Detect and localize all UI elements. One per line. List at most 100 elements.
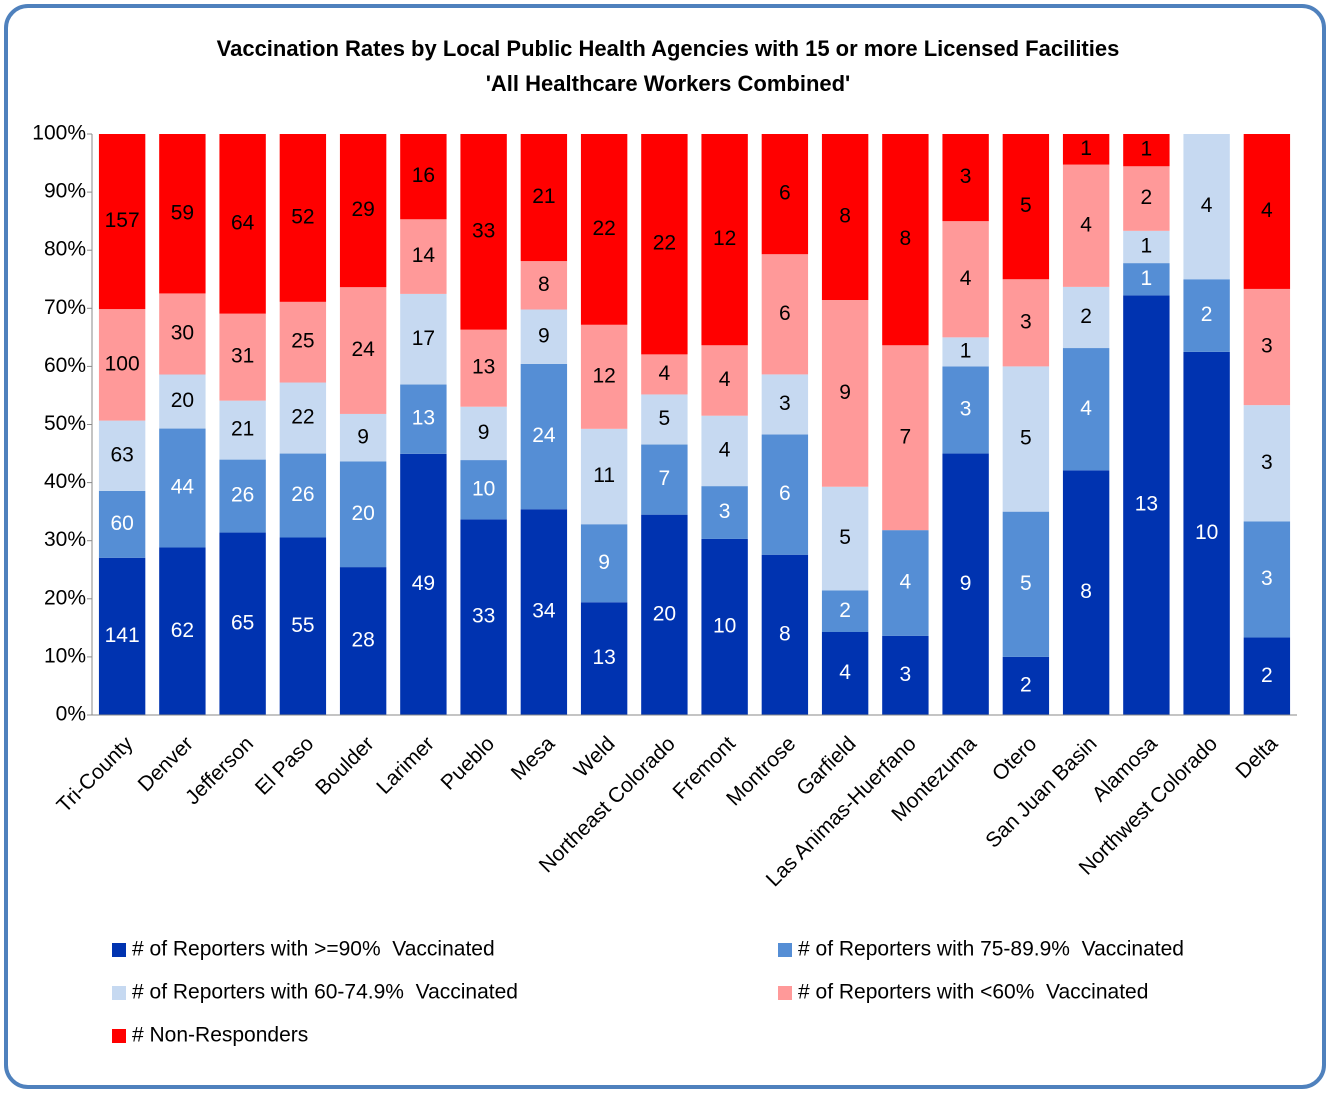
bar-segment xyxy=(279,301,327,383)
data-label: 2 xyxy=(1201,303,1213,326)
bar-segment xyxy=(882,134,929,346)
bar-segment xyxy=(219,459,266,533)
bar-segment xyxy=(219,400,266,460)
data-label: 3 xyxy=(719,500,731,523)
data-label: 8 xyxy=(900,227,912,250)
bar-segment xyxy=(580,134,628,325)
bar-segment xyxy=(1002,511,1050,657)
data-label: 3 xyxy=(1261,451,1273,474)
data-label: 6 xyxy=(779,182,791,205)
data-label: 1 xyxy=(960,339,972,362)
data-label: 7 xyxy=(900,425,912,448)
bar-segment xyxy=(219,134,266,314)
legend-swatch xyxy=(778,986,792,1000)
bar-segment xyxy=(1062,286,1110,349)
y-tick-label: 30% xyxy=(44,528,86,551)
data-label: 141 xyxy=(105,624,140,647)
bar-segment xyxy=(460,134,507,330)
data-label: 10 xyxy=(1195,521,1218,544)
data-label: 13 xyxy=(592,646,615,669)
bar-segment xyxy=(1243,288,1291,406)
data-label: 9 xyxy=(598,551,610,574)
bar-segment xyxy=(98,309,146,421)
data-label: 33 xyxy=(472,219,495,242)
data-label: 21 xyxy=(532,185,555,208)
bar-segment xyxy=(1243,405,1291,522)
bar-segment xyxy=(701,538,748,715)
data-label: 5 xyxy=(659,407,671,430)
data-label: 1 xyxy=(1080,137,1092,160)
bar-segment xyxy=(339,461,387,568)
data-label: 4 xyxy=(839,661,851,684)
bar-segment xyxy=(1062,134,1110,165)
bar-segment xyxy=(882,635,929,715)
bar-segment xyxy=(400,384,447,454)
legend-label: # of Reporters with 75-89.9% Vaccinated xyxy=(798,938,1184,961)
bar-segment xyxy=(580,428,628,525)
bar-segment xyxy=(219,313,266,401)
bar-segment xyxy=(400,293,447,385)
y-tick-label: 20% xyxy=(44,586,86,609)
data-label: 31 xyxy=(231,345,254,368)
data-label: 2 xyxy=(1080,305,1092,328)
data-label: 65 xyxy=(231,611,254,634)
bar-segment xyxy=(1123,295,1170,715)
legend-swatch xyxy=(112,943,126,957)
data-label: 3 xyxy=(900,663,912,686)
bar-segment xyxy=(520,363,568,510)
data-label: 2 xyxy=(1261,664,1273,687)
bar-segment xyxy=(400,453,447,715)
bar-segment xyxy=(641,354,688,395)
bar-segment xyxy=(520,309,568,364)
y-tick-label: 60% xyxy=(44,354,86,377)
data-label: 25 xyxy=(291,330,314,353)
data-label: 63 xyxy=(110,443,133,466)
data-label: 6 xyxy=(779,302,791,325)
bar-segment xyxy=(1123,263,1170,296)
legend-swatch xyxy=(778,943,792,957)
legend-label: # of Reporters with >=90% Vaccinated xyxy=(132,938,495,961)
bar-segment xyxy=(641,444,688,515)
data-label: 157 xyxy=(105,209,140,232)
bar-segment xyxy=(339,567,387,715)
data-label: 8 xyxy=(779,622,791,645)
data-label: 9 xyxy=(960,572,972,595)
data-label: 4 xyxy=(900,571,912,594)
bar-segment xyxy=(761,554,809,715)
data-label: 2 xyxy=(1020,673,1032,696)
data-label: 26 xyxy=(291,483,314,506)
y-tick-label: 80% xyxy=(44,238,86,261)
bar-segment xyxy=(400,219,447,294)
data-label: 4 xyxy=(719,368,731,391)
data-label: 59 xyxy=(171,201,194,224)
data-label: 4 xyxy=(960,267,972,290)
bar-segment xyxy=(339,134,387,288)
data-label: 8 xyxy=(839,205,851,228)
bar-segment xyxy=(821,134,869,300)
bar-segment xyxy=(98,420,146,491)
bar-segment xyxy=(1002,279,1050,367)
data-label: 3 xyxy=(1261,567,1273,590)
data-label: 24 xyxy=(351,338,375,361)
bar-segment xyxy=(159,134,206,294)
bar-segment xyxy=(942,134,989,222)
data-label: 24 xyxy=(532,424,556,447)
data-label: 5 xyxy=(1020,194,1032,217)
bar-segment xyxy=(821,632,869,715)
bar-segment xyxy=(882,345,929,531)
bar-segment xyxy=(701,134,748,346)
data-label: 52 xyxy=(291,205,314,228)
data-label: 28 xyxy=(351,629,374,652)
data-label: 20 xyxy=(171,389,194,412)
data-label: 2 xyxy=(1141,186,1153,209)
bar-segment xyxy=(942,221,989,338)
data-label: 8 xyxy=(1080,580,1092,603)
bar-segment xyxy=(1062,164,1110,287)
bar-segment xyxy=(1183,134,1230,280)
chart-subtitle: 'All Healthcare Workers Combined' xyxy=(486,71,851,96)
bar-segment xyxy=(580,602,628,715)
bar-segment xyxy=(761,374,809,435)
data-label: 16 xyxy=(412,164,435,187)
data-label: 1 xyxy=(1141,235,1153,258)
data-label: 3 xyxy=(1261,335,1273,358)
